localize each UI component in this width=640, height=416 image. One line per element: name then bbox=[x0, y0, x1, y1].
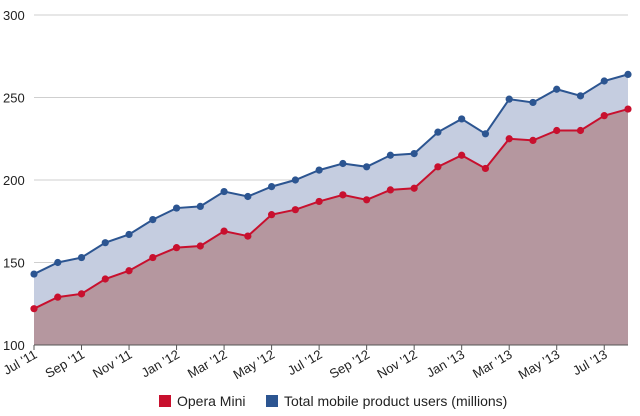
x-tick-label-mar-13: Mar '13 bbox=[470, 347, 515, 381]
point-total-mobile-product-users-3 bbox=[101, 239, 109, 247]
legend-swatch-total-users bbox=[266, 395, 278, 407]
point-opera-mini-0 bbox=[30, 305, 38, 313]
point-total-mobile-product-users-23 bbox=[576, 92, 585, 100]
point-opera-mini-4 bbox=[125, 267, 133, 275]
point-total-mobile-product-users-7 bbox=[196, 202, 204, 210]
point-opera-mini-22 bbox=[553, 126, 561, 135]
point-opera-mini-14 bbox=[363, 196, 371, 204]
point-opera-mini-5 bbox=[149, 253, 157, 262]
point-total-mobile-product-users-9 bbox=[244, 192, 252, 201]
point-opera-mini-23 bbox=[576, 126, 585, 135]
line-total-mobile-product-users bbox=[33, 73, 629, 275]
x-tick-label-jul-13: Jul '13 bbox=[570, 347, 610, 379]
point-total-mobile-product-users-10 bbox=[268, 183, 276, 191]
point-total-mobile-product-users-20 bbox=[505, 95, 513, 103]
legend-label-opera-mini: Opera Mini bbox=[177, 393, 245, 409]
point-total-mobile-product-users-16 bbox=[410, 150, 418, 158]
point-total-mobile-product-users-21 bbox=[529, 98, 537, 107]
point-opera-mini-17 bbox=[434, 163, 442, 171]
point-total-mobile-product-users-17 bbox=[434, 128, 442, 136]
point-opera-mini-3 bbox=[101, 275, 109, 283]
point-total-mobile-product-users-18 bbox=[458, 115, 466, 123]
x-tick-label-jan-13: Jan '13 bbox=[424, 347, 467, 381]
y-tick-label-300: 300 bbox=[3, 8, 25, 23]
point-opera-mini-16 bbox=[410, 184, 418, 192]
point-opera-mini-1 bbox=[54, 293, 62, 301]
point-total-mobile-product-users-13 bbox=[339, 159, 347, 168]
point-opera-mini-11 bbox=[291, 206, 299, 214]
legend-swatch-opera-mini bbox=[159, 395, 171, 407]
point-opera-mini-2 bbox=[77, 290, 86, 298]
line-opera-mini bbox=[33, 108, 629, 310]
point-opera-mini-12 bbox=[315, 197, 323, 206]
point-total-mobile-product-users-1 bbox=[54, 258, 62, 267]
point-total-mobile-product-users-25 bbox=[624, 70, 632, 78]
point-opera-mini-10 bbox=[268, 211, 276, 219]
point-opera-mini-7 bbox=[196, 242, 204, 250]
point-total-mobile-product-users-6 bbox=[172, 204, 181, 212]
point-opera-mini-18 bbox=[458, 151, 466, 159]
area-opera-mini bbox=[34, 109, 628, 345]
x-tick-label-may-12: May '12 bbox=[231, 347, 278, 383]
point-opera-mini-13 bbox=[339, 191, 347, 199]
point-total-mobile-product-users-2 bbox=[77, 253, 86, 262]
point-total-mobile-product-users-22 bbox=[553, 85, 561, 93]
point-total-mobile-product-users-0 bbox=[30, 270, 38, 278]
point-total-mobile-product-users-19 bbox=[481, 130, 490, 138]
x-tick-label-sep-11: Sep '11 bbox=[43, 347, 88, 381]
point-total-mobile-product-users-24 bbox=[600, 77, 608, 85]
point-total-mobile-product-users-12 bbox=[315, 166, 323, 174]
x-tick-label-jul-12: Jul '12 bbox=[285, 347, 325, 379]
point-total-mobile-product-users-11 bbox=[291, 176, 299, 184]
series-points bbox=[30, 70, 632, 313]
point-opera-mini-20 bbox=[505, 135, 513, 143]
point-opera-mini-25 bbox=[624, 105, 632, 113]
y-tick-label-250: 250 bbox=[3, 91, 25, 106]
series-areas bbox=[34, 74, 628, 346]
x-tick-label-sep-12: Sep '12 bbox=[327, 347, 372, 382]
x-tick-label-mar-12: Mar '12 bbox=[185, 347, 230, 381]
x-tick-label-nov-11: Nov '11 bbox=[90, 347, 134, 381]
y-tick-label-100: 100 bbox=[3, 338, 25, 353]
x-tick-label-nov-12: Nov '12 bbox=[374, 347, 419, 382]
point-opera-mini-24 bbox=[600, 112, 608, 120]
legend-label-total-users: Total mobile product users (millions) bbox=[284, 393, 507, 409]
point-total-mobile-product-users-14 bbox=[363, 163, 371, 171]
point-total-mobile-product-users-15 bbox=[386, 151, 394, 159]
series-lines bbox=[33, 73, 629, 310]
point-total-mobile-product-users-8 bbox=[220, 187, 228, 196]
point-opera-mini-21 bbox=[529, 136, 537, 144]
x-tick-label-may-13: May '13 bbox=[516, 347, 563, 383]
point-opera-mini-19 bbox=[481, 164, 490, 173]
point-opera-mini-15 bbox=[386, 186, 394, 194]
point-opera-mini-9 bbox=[244, 232, 252, 240]
y-tick-label-150: 150 bbox=[3, 256, 25, 271]
y-tick-label-200: 200 bbox=[3, 173, 25, 188]
x-tick-label-jan-12: Jan '12 bbox=[139, 347, 182, 381]
point-opera-mini-6 bbox=[172, 244, 181, 252]
point-total-mobile-product-users-5 bbox=[149, 216, 157, 224]
point-opera-mini-8 bbox=[220, 227, 228, 235]
point-total-mobile-product-users-4 bbox=[125, 230, 133, 239]
legend: Opera Mini Total mobile product users (m… bbox=[159, 393, 507, 409]
